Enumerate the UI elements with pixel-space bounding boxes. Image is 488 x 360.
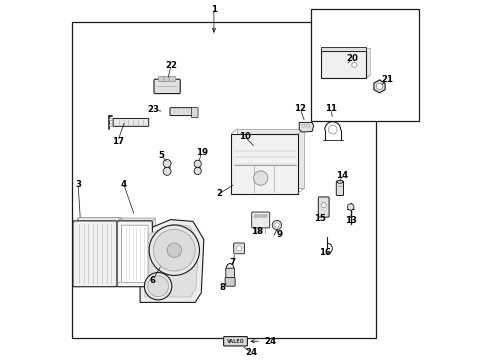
Circle shape [321,203,325,208]
Circle shape [328,125,336,134]
Text: 12: 12 [294,104,305,113]
Text: 13: 13 [345,216,356,225]
Polygon shape [373,80,385,93]
Text: 1: 1 [210,4,217,13]
FancyBboxPatch shape [170,108,193,116]
FancyBboxPatch shape [158,76,164,81]
Circle shape [306,124,309,127]
Text: 5: 5 [159,151,164,160]
Text: 10: 10 [238,132,250,140]
FancyBboxPatch shape [78,217,121,283]
FancyBboxPatch shape [225,268,234,279]
Circle shape [272,220,281,230]
FancyBboxPatch shape [318,197,328,217]
Bar [310,9,418,121]
Circle shape [147,276,168,297]
FancyBboxPatch shape [191,107,198,118]
Circle shape [236,246,241,251]
Text: 4: 4 [121,180,127,189]
Circle shape [264,215,266,217]
Circle shape [163,167,171,175]
Text: 22: 22 [165,61,177,70]
Bar [237,129,304,188]
Polygon shape [140,220,203,302]
Bar [320,51,365,78]
Text: 21: 21 [380,76,392,85]
Text: 18: 18 [250,227,263,236]
Circle shape [167,243,181,257]
Circle shape [153,229,195,271]
Ellipse shape [225,264,234,274]
Circle shape [109,118,112,121]
Text: 24: 24 [264,337,276,346]
Text: 16: 16 [319,248,331,257]
Circle shape [351,62,356,67]
Circle shape [194,160,201,167]
FancyBboxPatch shape [163,76,170,81]
FancyBboxPatch shape [251,212,269,228]
Text: 9: 9 [276,230,282,239]
Circle shape [163,159,171,167]
FancyBboxPatch shape [121,218,155,283]
Text: 23: 23 [147,105,160,114]
Text: 6: 6 [149,276,155,284]
Circle shape [257,215,260,217]
Circle shape [144,273,171,300]
Text: 2: 2 [216,189,222,198]
Text: 8: 8 [220,283,225,292]
Text: 3: 3 [75,180,81,189]
Bar [324,49,369,76]
FancyBboxPatch shape [169,76,175,81]
Circle shape [302,124,305,127]
Bar [72,22,375,338]
FancyBboxPatch shape [73,221,117,287]
FancyBboxPatch shape [154,79,180,94]
Text: 24: 24 [245,348,257,357]
Text: 19: 19 [195,148,207,157]
Circle shape [149,225,199,275]
Circle shape [109,124,112,127]
Circle shape [253,171,267,185]
Text: 7: 7 [229,258,235,266]
Text: 20: 20 [346,54,358,63]
FancyBboxPatch shape [117,221,152,287]
FancyBboxPatch shape [121,225,148,282]
FancyBboxPatch shape [113,118,148,126]
Text: VALEO: VALEO [226,339,244,344]
Circle shape [194,167,201,175]
Text: 17: 17 [111,136,123,145]
Polygon shape [299,122,313,132]
Bar [320,47,365,51]
FancyBboxPatch shape [223,337,247,346]
FancyBboxPatch shape [224,278,235,286]
Circle shape [254,215,257,217]
Circle shape [261,215,264,217]
FancyBboxPatch shape [336,181,343,195]
Bar [230,134,297,194]
Polygon shape [144,224,199,297]
Circle shape [375,83,382,90]
Circle shape [347,204,353,210]
Ellipse shape [336,180,342,183]
FancyBboxPatch shape [233,243,244,254]
Text: 11: 11 [324,104,336,113]
Circle shape [274,222,279,228]
Text: 14: 14 [335,171,347,180]
Text: 15: 15 [313,214,325,223]
